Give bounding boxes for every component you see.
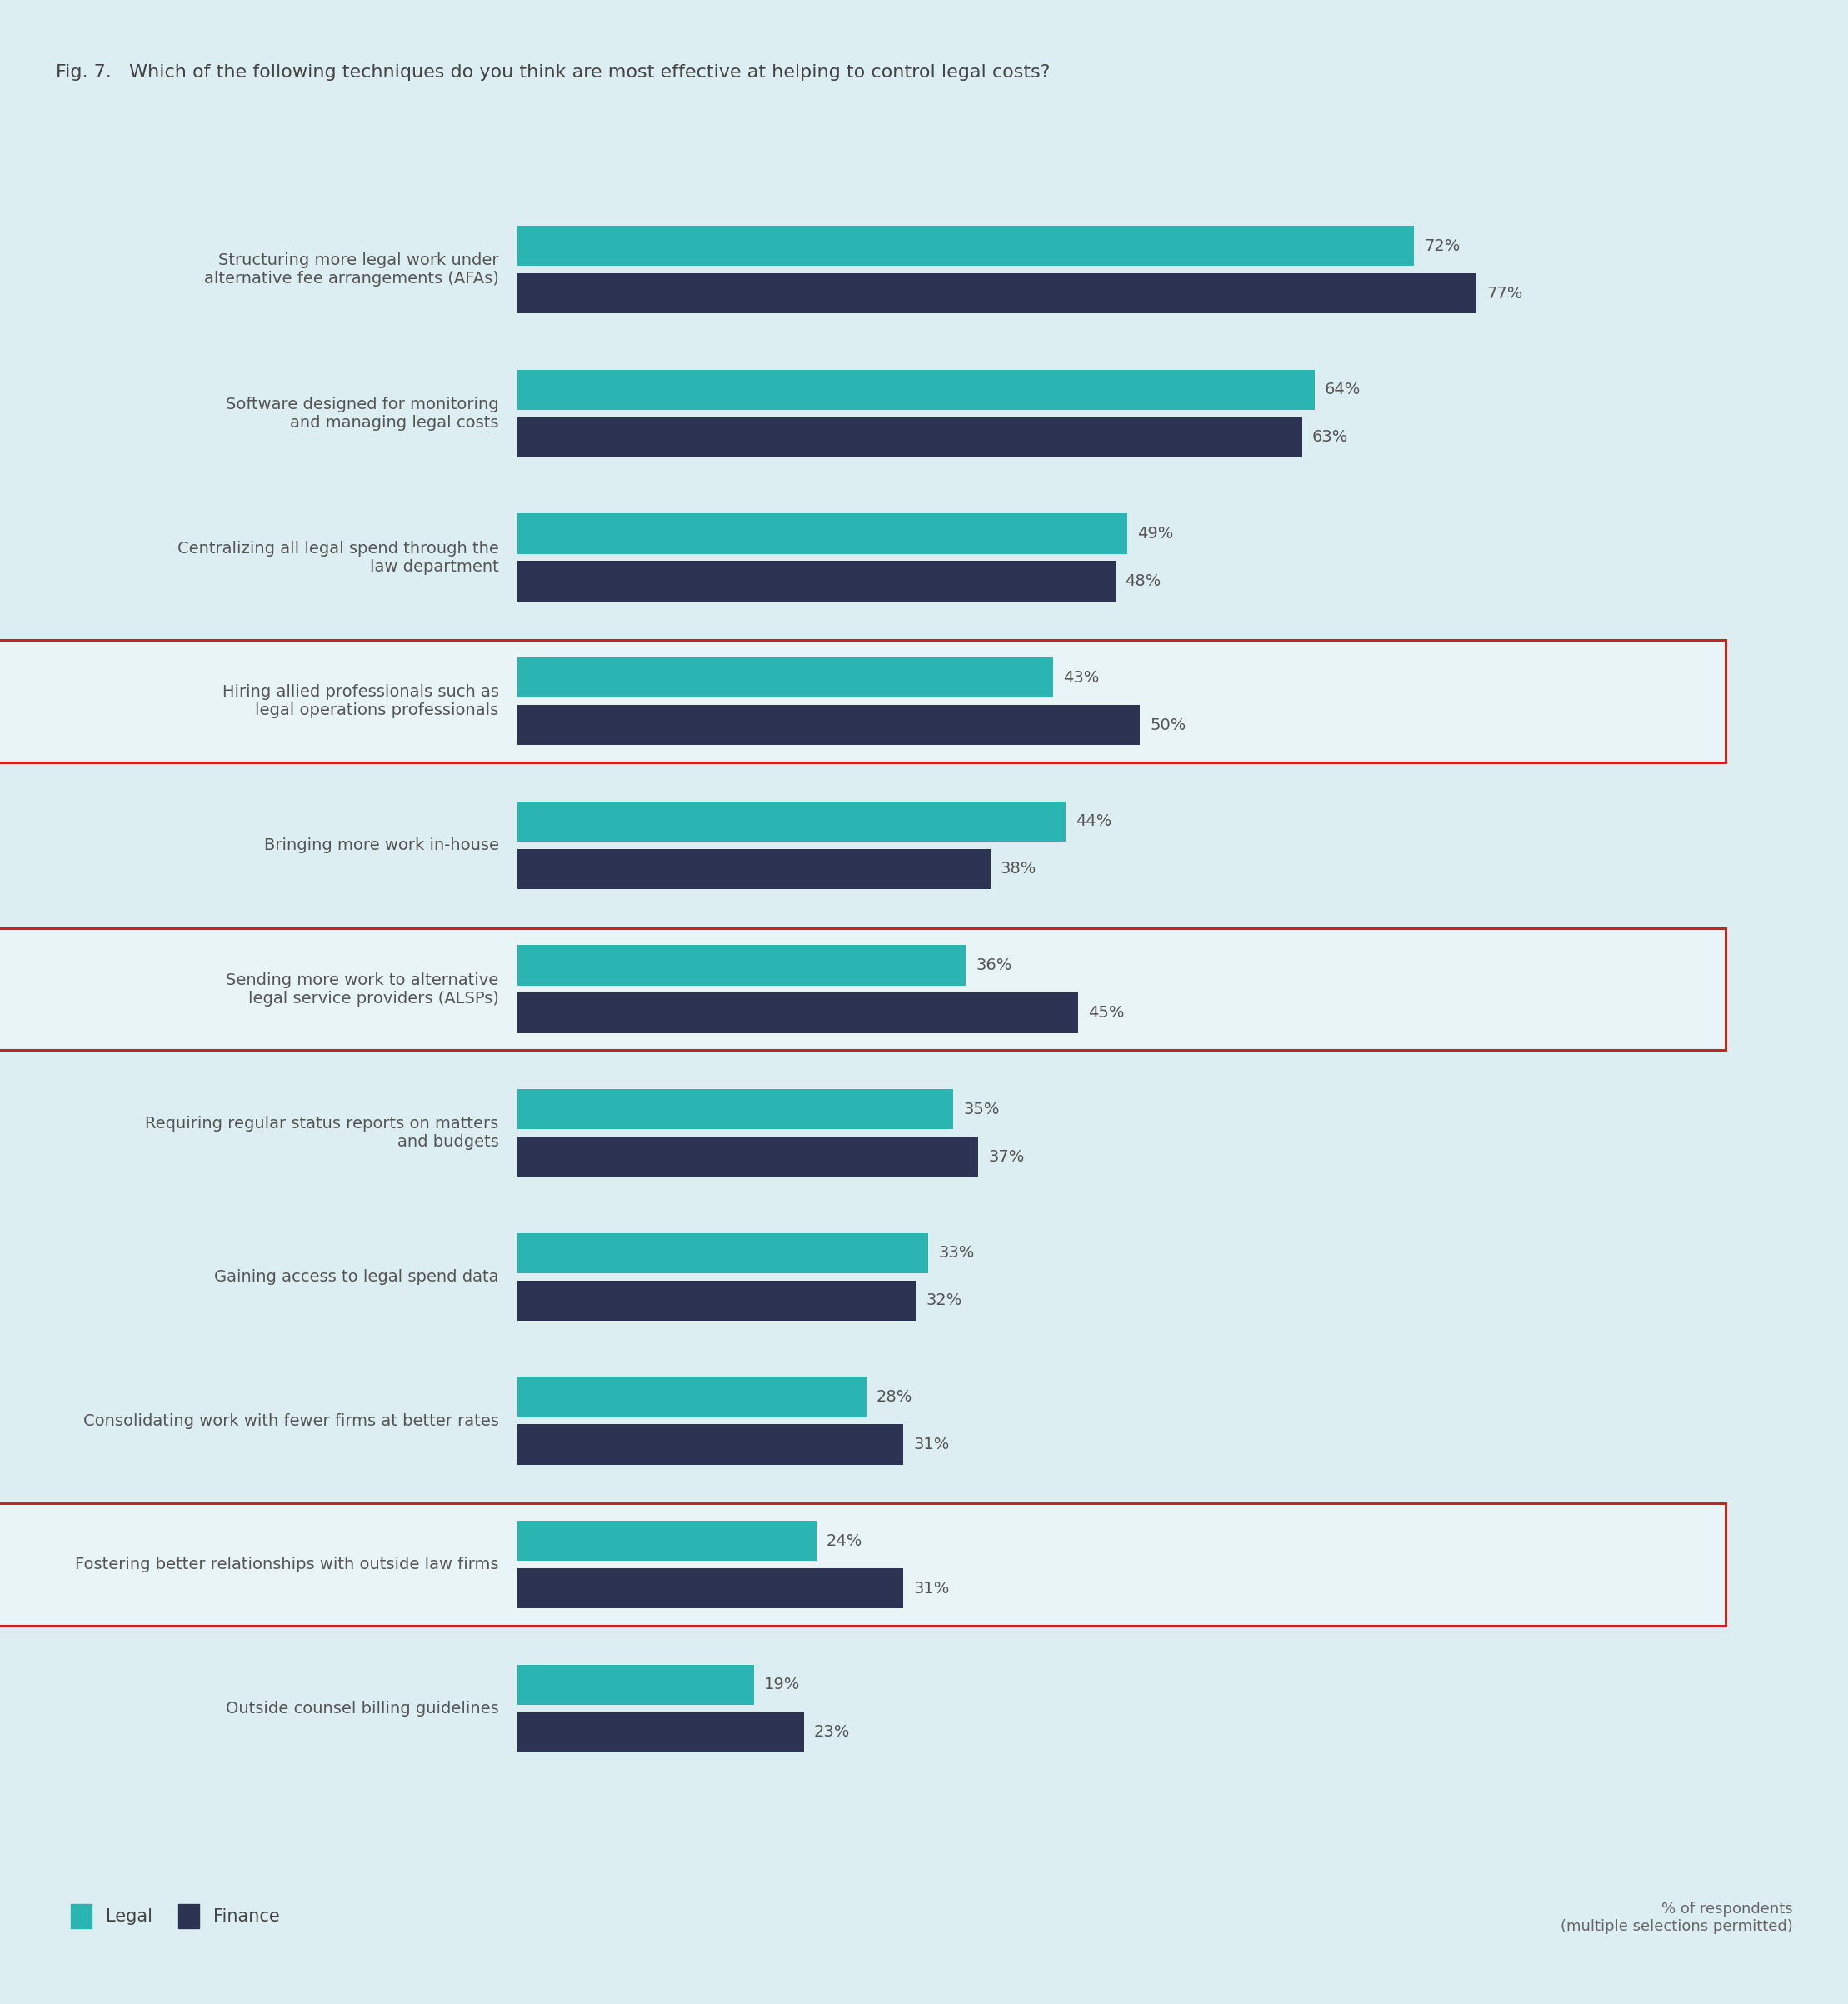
FancyBboxPatch shape (0, 1503, 1726, 1625)
Bar (517, 705, 1140, 745)
Bar (517, 273, 1477, 315)
Bar (517, 561, 1114, 601)
Text: 32%: 32% (926, 1293, 963, 1309)
Bar (517, 371, 1314, 411)
Text: 23%: 23% (813, 1723, 850, 1739)
Text: 36%: 36% (976, 958, 1013, 974)
Text: Outside counsel billing guidelines: Outside counsel billing guidelines (225, 1701, 499, 1717)
Text: 48%: 48% (1125, 573, 1161, 589)
Text: 50%: 50% (1149, 717, 1186, 733)
Bar (517, 513, 1127, 553)
Bar (517, 1281, 917, 1321)
Bar (517, 1569, 904, 1609)
Text: 38%: 38% (1000, 862, 1037, 878)
Legend: Legal, Finance: Legal, Finance (65, 1896, 286, 1936)
Text: 19%: 19% (763, 1677, 800, 1693)
FancyBboxPatch shape (0, 639, 1726, 764)
Bar (517, 226, 1414, 267)
Text: 43%: 43% (1063, 669, 1100, 685)
Text: Fostering better relationships with outside law firms: Fostering better relationships with outs… (76, 1557, 499, 1573)
Bar (517, 1521, 817, 1561)
Text: 33%: 33% (939, 1244, 974, 1261)
Text: 64%: 64% (1325, 383, 1360, 399)
FancyBboxPatch shape (0, 928, 1726, 1050)
Bar (517, 946, 967, 986)
Bar (517, 1665, 754, 1705)
Text: 63%: 63% (1312, 429, 1349, 445)
Text: 28%: 28% (876, 1389, 913, 1405)
Text: 24%: 24% (826, 1533, 863, 1549)
Bar (517, 850, 991, 890)
Bar (517, 992, 1077, 1032)
Bar (517, 1377, 867, 1417)
Text: % of respondents
(multiple selections permitted): % of respondents (multiple selections pe… (1560, 1902, 1793, 1934)
Text: Software designed for monitoring
and managing legal costs: Software designed for monitoring and man… (225, 397, 499, 431)
Text: Gaining access to legal spend data: Gaining access to legal spend data (214, 1269, 499, 1285)
Text: 31%: 31% (913, 1437, 950, 1453)
Text: Consolidating work with fewer firms at better rates: Consolidating work with fewer firms at b… (83, 1413, 499, 1429)
Bar (517, 657, 1053, 697)
Text: Centralizing all legal spend through the
law department: Centralizing all legal spend through the… (177, 541, 499, 575)
Text: Requiring regular status reports on matters
and budgets: Requiring regular status reports on matt… (146, 1116, 499, 1150)
Bar (517, 1232, 928, 1273)
Text: Hiring allied professionals such as
legal operations professionals: Hiring allied professionals such as lega… (222, 683, 499, 719)
Text: 44%: 44% (1076, 814, 1111, 830)
Text: 45%: 45% (1088, 1004, 1124, 1020)
Text: 72%: 72% (1425, 238, 1460, 255)
Text: Bringing more work in-house: Bringing more work in-house (264, 838, 499, 854)
Bar (517, 1711, 804, 1751)
Bar (517, 417, 1303, 457)
Bar (517, 1136, 978, 1176)
Text: 35%: 35% (963, 1102, 1000, 1116)
Text: Structuring more legal work under
alternative fee arrangements (AFAs): Structuring more legal work under altern… (203, 253, 499, 287)
Bar (517, 802, 1066, 842)
Text: 49%: 49% (1138, 525, 1173, 541)
Bar (517, 1425, 904, 1465)
Text: Sending more work to alternative
legal service providers (ALSPs): Sending more work to alternative legal s… (225, 972, 499, 1006)
Text: 31%: 31% (913, 1581, 950, 1597)
Text: 77%: 77% (1486, 287, 1523, 301)
Text: 37%: 37% (989, 1148, 1024, 1164)
Bar (517, 1088, 954, 1130)
Text: Fig. 7.   Which of the following techniques do you think are most effective at h: Fig. 7. Which of the following technique… (55, 64, 1050, 80)
